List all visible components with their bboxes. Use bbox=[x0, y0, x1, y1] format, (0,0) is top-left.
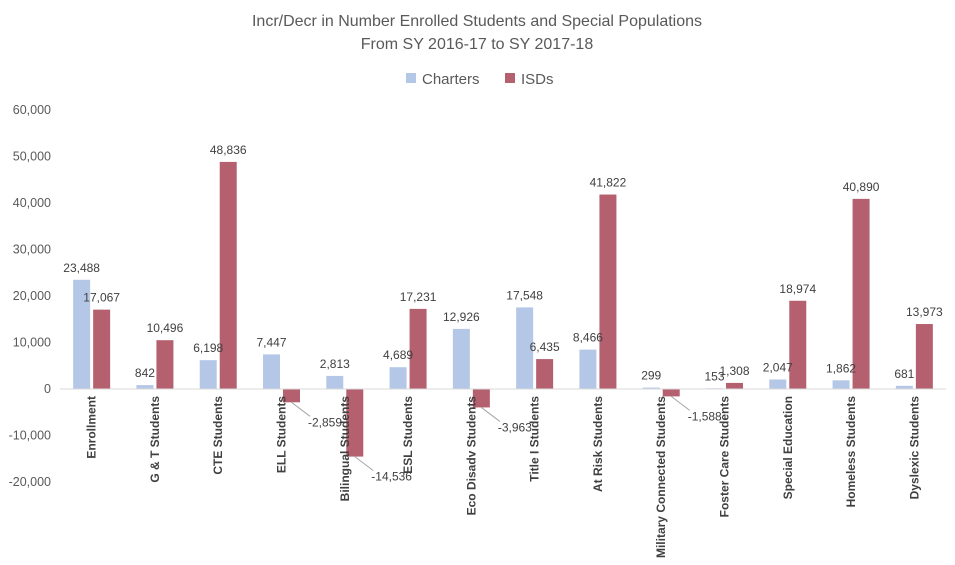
bar-isds bbox=[852, 198, 870, 389]
bar-isds bbox=[156, 340, 174, 389]
data-label: 6,198 bbox=[193, 341, 223, 355]
category-label: At Risk Students bbox=[591, 396, 605, 492]
y-tick-label: -10,000 bbox=[9, 429, 51, 443]
bar-isds bbox=[599, 194, 617, 389]
category-label: CTE Students bbox=[211, 396, 225, 475]
bar-charters bbox=[895, 385, 913, 389]
legend-swatch-charters bbox=[406, 73, 416, 83]
category-label: Military Connected Students bbox=[654, 396, 668, 558]
category-labels: Enrollment G & T Students CTE Students ELL … bbox=[85, 396, 922, 558]
bar-isds bbox=[915, 324, 933, 389]
bar-isds bbox=[472, 389, 490, 408]
bar-isds bbox=[789, 300, 807, 389]
category-label: Special Education bbox=[781, 396, 795, 499]
bar-isds bbox=[726, 382, 743, 389]
data-label: 7,447 bbox=[256, 335, 286, 349]
data-label: 2,813 bbox=[320, 357, 350, 371]
bar-charters bbox=[389, 367, 407, 389]
category-label: Eco Disadv Students bbox=[464, 396, 478, 516]
category-label: Foster Care Students bbox=[718, 396, 732, 518]
category-label: G & T Students bbox=[148, 396, 162, 483]
y-tick-label: -20,000 bbox=[9, 475, 51, 489]
bar-isds bbox=[219, 161, 237, 389]
bar-charters bbox=[642, 387, 660, 389]
category-label: Title I Students bbox=[528, 396, 542, 482]
data-label: 41,822 bbox=[590, 176, 627, 190]
data-label: 299 bbox=[641, 369, 661, 383]
bar-isds bbox=[283, 389, 300, 403]
category-label: ELL Students bbox=[275, 396, 289, 473]
chart-subtitle: From SY 2016-17 to SY 2017-18 bbox=[361, 36, 594, 53]
category-label: Dyslexic Students bbox=[907, 396, 921, 500]
category-label: Homeless Students bbox=[844, 396, 858, 508]
category-label: Bilingual Students bbox=[338, 396, 352, 502]
data-label: 842 bbox=[135, 366, 155, 380]
data-label: -1,588 bbox=[688, 409, 722, 423]
bar-charters bbox=[326, 375, 344, 389]
leader-line bbox=[481, 407, 501, 422]
data-label: -2,859 bbox=[308, 415, 342, 429]
data-label: -3,963 bbox=[498, 420, 532, 434]
y-tick-label: 0 bbox=[44, 382, 51, 396]
bar-charters bbox=[73, 279, 91, 389]
data-label: 17,067 bbox=[83, 291, 120, 305]
data-label: 10,496 bbox=[147, 321, 184, 335]
data-label: 17,548 bbox=[506, 288, 543, 302]
data-label: 153 bbox=[704, 369, 724, 383]
bar-charters bbox=[263, 354, 280, 389]
bar-charters bbox=[136, 385, 154, 389]
data-label: 4,689 bbox=[383, 348, 413, 362]
chart-title: Incr/Decr in Number Enrolled Students an… bbox=[252, 13, 702, 30]
y-tick-label: 30,000 bbox=[13, 243, 51, 257]
data-label: 40,890 bbox=[843, 180, 880, 194]
data-label: -14,536 bbox=[371, 470, 412, 484]
y-tick-label: 60,000 bbox=[13, 103, 51, 117]
leader-line bbox=[670, 395, 691, 411]
bar-isds bbox=[93, 309, 111, 389]
data-labels: 23,488 17,067 842 10,496 6,198 48,836 7,447 -2,… bbox=[63, 143, 943, 484]
data-label: 18,974 bbox=[779, 282, 816, 296]
bar-charters bbox=[516, 307, 534, 389]
data-label: 13,973 bbox=[906, 305, 943, 319]
legend-label-charters: Charters bbox=[422, 71, 480, 88]
y-axis: -20,000 -10,000 0 10,000 20,000 30,000 40,000 5… bbox=[9, 103, 51, 489]
data-label: 23,488 bbox=[63, 261, 100, 275]
leader-line bbox=[354, 456, 374, 471]
category-label: ESL Students bbox=[401, 396, 415, 474]
leader-line bbox=[291, 401, 311, 417]
data-label: 1,862 bbox=[826, 361, 856, 375]
data-label: 48,836 bbox=[210, 143, 247, 157]
bar-isds bbox=[346, 389, 364, 457]
data-label: 8,466 bbox=[573, 331, 603, 345]
y-tick-label: 50,000 bbox=[13, 150, 51, 164]
y-tick-label: 10,000 bbox=[13, 336, 51, 350]
y-tick-label: 40,000 bbox=[13, 196, 51, 210]
bar-charters bbox=[832, 380, 850, 389]
data-label: 1,308 bbox=[719, 364, 749, 378]
data-label: 2,047 bbox=[763, 360, 793, 374]
category-label: Enrollment bbox=[85, 396, 99, 459]
bar-charters bbox=[199, 360, 217, 389]
data-label: 17,231 bbox=[400, 290, 437, 304]
legend-label-isds: ISDs bbox=[521, 71, 554, 88]
legend: Charters ISDs bbox=[406, 71, 554, 88]
legend-swatch-isds bbox=[505, 73, 515, 83]
bar-isds bbox=[536, 359, 554, 389]
bar-charters bbox=[452, 328, 470, 389]
y-tick-label: 20,000 bbox=[13, 289, 51, 303]
bar-charters bbox=[769, 379, 787, 389]
data-label: 6,435 bbox=[530, 340, 560, 354]
data-label: 12,926 bbox=[443, 310, 480, 324]
data-label: 681 bbox=[894, 367, 914, 381]
bar-isds bbox=[662, 389, 680, 397]
bar-charters bbox=[579, 349, 597, 389]
bar-isds bbox=[409, 308, 427, 389]
bars bbox=[73, 161, 933, 457]
